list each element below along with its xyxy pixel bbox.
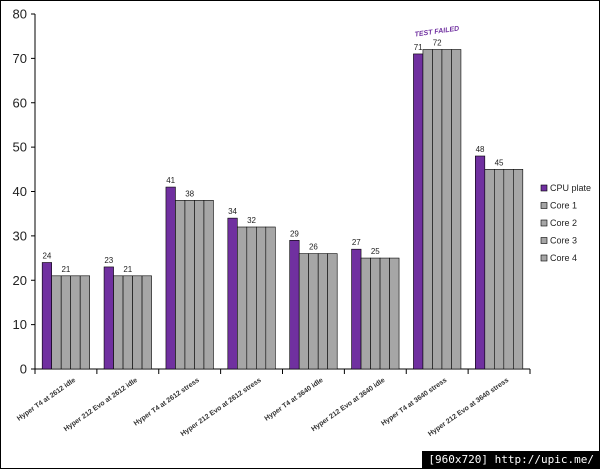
- data-label: 23: [104, 256, 113, 265]
- bar: [51, 275, 62, 370]
- bar: [308, 253, 319, 370]
- watermark: [960x720] http://upic.me/: [422, 451, 600, 469]
- legend-label: CPU plate: [550, 183, 591, 193]
- legend-label: Core 2: [550, 218, 577, 228]
- legend-swatch: [540, 184, 548, 192]
- legend-label: Core 3: [550, 236, 577, 246]
- data-label: 48: [476, 145, 485, 154]
- bar: [79, 275, 90, 370]
- data-label: 32: [247, 216, 256, 225]
- bar: [475, 155, 486, 370]
- bar: [413, 53, 424, 370]
- bar: [494, 169, 505, 370]
- y-tick-label: 40: [13, 184, 27, 199]
- data-label: 38: [185, 189, 194, 198]
- bar: [503, 169, 514, 370]
- bar: [203, 200, 214, 370]
- bar: [360, 257, 371, 370]
- bar: [379, 257, 390, 370]
- test-failed-annotation: TEST FAILED: [414, 25, 459, 38]
- bar: [184, 200, 195, 370]
- bar: [60, 275, 71, 370]
- legend: CPU plate Core 1 Core 2 Core 3 Core 4: [540, 183, 591, 263]
- data-label: 34: [228, 207, 237, 216]
- bar: [513, 169, 524, 370]
- y-tick-label: 0: [20, 362, 27, 377]
- bar: [194, 200, 205, 370]
- category-label: Hyper T4 at 3640 idle: [264, 377, 325, 423]
- data-label: 45: [495, 158, 504, 167]
- bar: [265, 226, 276, 370]
- bar: [317, 253, 328, 370]
- legend-label: Core 1: [550, 201, 577, 211]
- bar: [256, 226, 267, 370]
- category-label: Hyper 212 Evo at 2612 idle: [63, 377, 139, 433]
- bar: [41, 262, 52, 370]
- legend-swatch: [540, 202, 548, 209]
- bar: [298, 253, 309, 370]
- data-label: 72: [433, 39, 442, 48]
- data-label: 21: [61, 265, 70, 274]
- bars: [41, 49, 524, 370]
- bar: [122, 275, 133, 370]
- bar: [370, 257, 381, 370]
- bar: [246, 226, 257, 370]
- data-label: 71: [414, 43, 423, 52]
- y-tick-label: 50: [13, 140, 27, 155]
- bar: [441, 49, 452, 370]
- data-label: 29: [290, 229, 299, 238]
- bar: [389, 257, 400, 370]
- data-label: 25: [371, 247, 380, 256]
- bar: [227, 217, 238, 370]
- legend-label: Core 4: [550, 253, 577, 263]
- bar: [351, 248, 362, 370]
- bar: [70, 275, 81, 370]
- y-tick-label: 10: [13, 317, 27, 332]
- data-label: 24: [42, 252, 51, 261]
- bar: [141, 275, 152, 370]
- legend-swatch: [540, 219, 548, 227]
- bar: [484, 169, 495, 370]
- category-label: Hyper T4 at 3640 stress: [380, 377, 448, 428]
- bar: [289, 240, 300, 370]
- y-tick-label: 30: [13, 228, 27, 243]
- bar: [451, 49, 462, 370]
- bar: [113, 275, 124, 370]
- category-label: Hyper T4 at 2612 idle: [16, 377, 77, 423]
- legend-swatch: [540, 237, 548, 244]
- legend-swatch: [540, 254, 548, 262]
- category-label: Hyper 212 Evo at 3640 idle: [310, 377, 386, 433]
- category-label: Hyper T4 at 2612 stress: [133, 377, 201, 428]
- bar: [237, 226, 248, 370]
- data-label: 21: [123, 265, 132, 274]
- y-tick-label: 20: [13, 273, 27, 288]
- bar: [132, 275, 143, 370]
- data-label: 26: [309, 243, 318, 252]
- bar: [432, 49, 443, 370]
- bar: [327, 253, 338, 370]
- y-tick-label: 60: [13, 95, 27, 110]
- y-tick-label: 80: [13, 7, 27, 22]
- y-tick-label: 70: [13, 51, 27, 66]
- data-label: 27: [352, 238, 361, 247]
- bar: [175, 200, 186, 370]
- bar: [103, 266, 114, 370]
- bar: [422, 49, 433, 370]
- data-label: 41: [166, 176, 175, 185]
- bar: [165, 186, 176, 370]
